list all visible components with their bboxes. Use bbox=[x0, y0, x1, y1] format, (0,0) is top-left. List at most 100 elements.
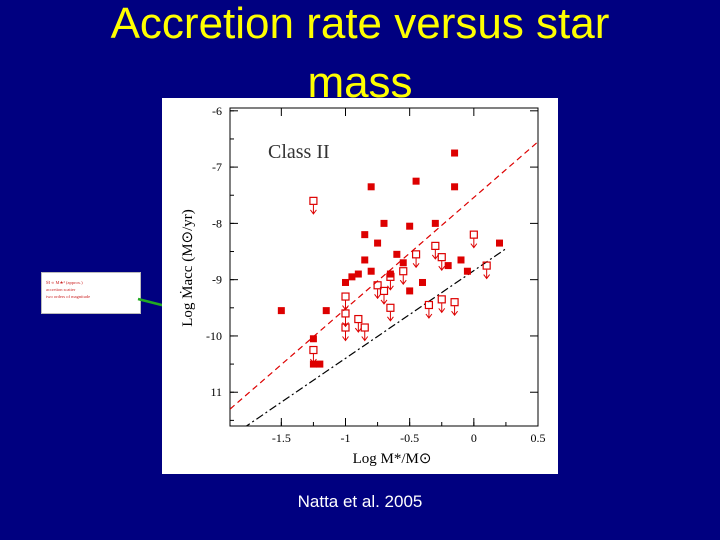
detection-point bbox=[380, 219, 388, 227]
upper-limit-point bbox=[386, 272, 395, 291]
upper-limit-arrow bbox=[438, 261, 446, 271]
detection-point bbox=[348, 273, 356, 281]
lower-fit-line bbox=[245, 248, 507, 426]
slide-title-line-2: mass bbox=[307, 58, 413, 107]
upper-limit-point bbox=[411, 250, 421, 269]
upper-limit-arrow bbox=[412, 258, 420, 269]
chart-figure: Class II Log M*/M⊙ Log Ṁacc (M⊙/yr) -1.5… bbox=[162, 98, 558, 474]
accretion-scatter-chart: Class II Log M*/M⊙ Log Ṁacc (M⊙/yr) -1.5… bbox=[180, 104, 546, 467]
detection-point bbox=[374, 239, 382, 247]
x-tick-label: -1.5 bbox=[272, 431, 291, 445]
upper-limit-point bbox=[424, 300, 434, 319]
y-tick-label: -6 bbox=[212, 104, 222, 118]
detection-point bbox=[444, 262, 452, 270]
class-ii-annotation: Class II bbox=[268, 141, 330, 163]
upper-limit-square bbox=[309, 196, 318, 205]
detection-point bbox=[399, 259, 407, 267]
detection-point bbox=[393, 250, 401, 258]
detection-point bbox=[451, 149, 459, 157]
upper-limit-point bbox=[399, 267, 408, 286]
citation-caption: Natta et al. 2005 bbox=[297, 492, 423, 511]
detection-point bbox=[361, 256, 369, 264]
upper-limit-arrow bbox=[342, 300, 349, 311]
detection-point bbox=[431, 219, 439, 227]
y-tick-label: -7 bbox=[212, 160, 222, 174]
x-tick-label: -0.5 bbox=[400, 431, 419, 445]
detection-point bbox=[419, 278, 426, 286]
data-points bbox=[277, 149, 503, 368]
detection-point bbox=[457, 256, 465, 264]
upper-limit-square bbox=[379, 286, 389, 296]
upper-limit-square bbox=[373, 281, 382, 290]
x-tick-label: -1 bbox=[341, 431, 351, 445]
detection-point bbox=[367, 183, 375, 191]
upper-limit-square bbox=[360, 323, 369, 332]
upper-limit-square bbox=[309, 345, 318, 355]
upper-limit-arrow bbox=[342, 331, 349, 342]
upper-limit-square bbox=[411, 250, 421, 259]
detection-point bbox=[322, 307, 330, 315]
detection-point bbox=[309, 335, 317, 343]
plot-frame bbox=[229, 107, 539, 427]
x-tick-label: 0 bbox=[471, 431, 477, 445]
upper-limit-point bbox=[309, 196, 318, 215]
upper-limit-point bbox=[379, 286, 389, 305]
upper-limit-square bbox=[482, 261, 491, 270]
y-axis-label: Log Ṁacc (M⊙/yr) bbox=[180, 209, 196, 327]
upper-limit-arrow bbox=[310, 354, 317, 364]
detection-point bbox=[463, 267, 471, 275]
detection-point bbox=[309, 360, 317, 368]
upper-limit-square bbox=[399, 267, 408, 276]
upper-limit-square bbox=[354, 314, 363, 324]
inset-line-1: Ṁ ∝ M★² (approx.) bbox=[46, 280, 83, 285]
inset-line-2: accretion scatter bbox=[46, 287, 76, 292]
upper-limit-arrow bbox=[380, 294, 388, 305]
detection-point bbox=[277, 307, 285, 315]
upper-limit-arrow bbox=[310, 204, 317, 215]
upper-limit-square bbox=[341, 309, 350, 318]
upper-limit-arrow bbox=[431, 249, 439, 260]
inset-note: Ṁ ∝ M★² (approx.) accretion scatter two … bbox=[41, 272, 141, 314]
upper-limit-square bbox=[469, 230, 478, 239]
upper-limit-arrow bbox=[425, 308, 433, 319]
upper-limit-point bbox=[482, 261, 491, 280]
upper-limit-arrow bbox=[354, 323, 362, 333]
slide-title-line-1: Accretion rate versus star bbox=[110, 0, 610, 48]
y-tick-label: -9 bbox=[212, 273, 222, 287]
upper-limit-point bbox=[341, 323, 350, 342]
upper-limit-square bbox=[450, 298, 459, 307]
detection-point bbox=[451, 183, 459, 191]
upper-limit-point bbox=[373, 281, 382, 300]
detection-point bbox=[361, 231, 369, 239]
upper-limit-arrow bbox=[470, 238, 478, 249]
upper-limit-square bbox=[437, 253, 446, 262]
upper-limit-point bbox=[360, 323, 369, 342]
detection-point bbox=[412, 177, 420, 185]
upper-limit-point bbox=[386, 303, 395, 322]
upper-limit-arrow bbox=[399, 275, 407, 286]
x-axis-label: Log M*/M⊙ bbox=[353, 451, 432, 467]
upper-limit-point bbox=[309, 345, 318, 364]
inset-line-3: two orders of magnitude bbox=[46, 294, 90, 299]
upper-limit-square bbox=[424, 300, 434, 310]
upper-limit-square bbox=[437, 295, 446, 304]
upper-limit-square bbox=[386, 272, 395, 281]
upper-limit-square bbox=[341, 292, 350, 301]
upper-limit-point bbox=[437, 253, 446, 271]
detection-point bbox=[386, 270, 394, 278]
upper-limit-arrow bbox=[342, 317, 349, 328]
detection-point bbox=[342, 278, 349, 286]
upper-limit-square bbox=[386, 303, 395, 312]
upper-limit-square bbox=[341, 323, 350, 332]
upper-limit-point bbox=[354, 314, 363, 333]
detection-point bbox=[354, 270, 362, 278]
y-tick-label: -8 bbox=[212, 216, 222, 230]
y-tick-label: 11 bbox=[210, 385, 222, 399]
upper-limit-point bbox=[469, 230, 478, 249]
detection-point bbox=[316, 360, 324, 368]
inset-note-svg: Ṁ ∝ M★² (approx.) accretion scatter two … bbox=[46, 280, 90, 299]
upper-limit-arrow bbox=[374, 289, 381, 300]
axis-ticks: -1.5 -1 -0.5 0 0.5 -6 -7 -8 -9 -10 11 bbox=[206, 104, 546, 445]
upper-limit-arrow bbox=[387, 280, 394, 291]
upper-limit-square bbox=[431, 241, 440, 250]
